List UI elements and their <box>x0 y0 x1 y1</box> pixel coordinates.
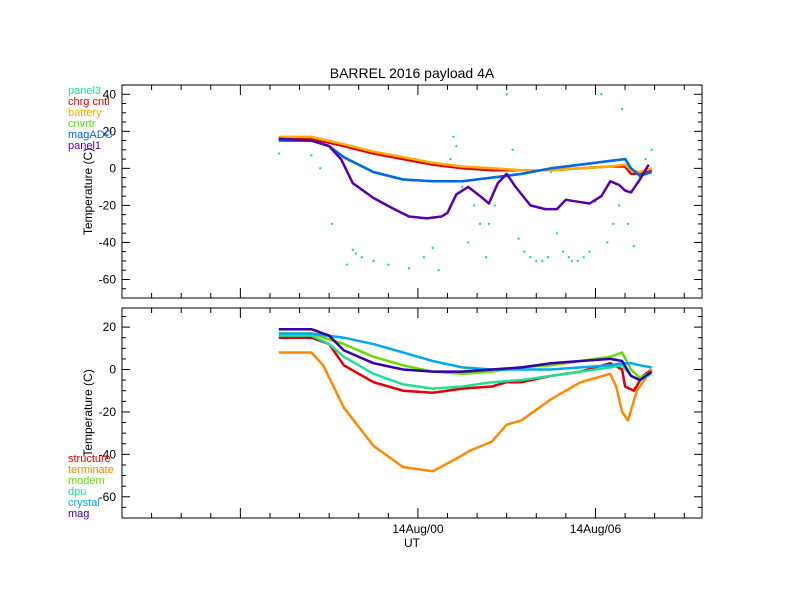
y-axis-label: Temperature (C) <box>81 148 95 235</box>
data-point <box>535 259 538 263</box>
y-tick-label: 0 <box>109 161 116 175</box>
data-point <box>487 222 491 226</box>
data-point <box>626 222 630 226</box>
data-point <box>449 157 452 161</box>
y-tick-label: -40 <box>99 235 117 249</box>
panel-2: -60 -40 -20 0 20 Temperature (C)structureterm… <box>68 307 703 520</box>
data-point <box>422 256 426 259</box>
data-point <box>617 204 621 207</box>
data-point <box>360 256 363 259</box>
series-dpu <box>278 334 653 390</box>
series-magadc <box>278 139 653 183</box>
series-cnvrtr <box>278 139 653 183</box>
data-point <box>310 154 313 157</box>
legend-entry: dpu <box>68 486 86 498</box>
series-line <box>278 334 653 390</box>
data-point <box>555 231 559 235</box>
data-point <box>437 269 440 272</box>
data-point <box>452 135 455 139</box>
data-point <box>461 185 464 189</box>
data-point <box>505 93 508 96</box>
data-point <box>523 250 526 253</box>
data-point <box>541 259 544 263</box>
data-point <box>561 250 565 253</box>
data-point <box>455 144 458 148</box>
x-tick-label: 14Aug/00 <box>392 522 444 536</box>
y-tick-label: -20 <box>99 405 117 419</box>
series-line <box>278 137 650 220</box>
series-terminate <box>278 351 653 473</box>
data-point <box>546 256 550 259</box>
plot-frame <box>121 307 703 519</box>
data-point <box>511 148 514 152</box>
data-point <box>354 252 357 255</box>
data-point <box>372 259 375 263</box>
series-panel1 <box>278 137 650 220</box>
legend-entry: mag <box>68 508 89 520</box>
y-tick-label: -20 <box>99 198 117 212</box>
y-tick-label: 20 <box>103 124 117 138</box>
chart-panels: -60 -40 -20 0 20 40 Temperature (C) panel3chrg … <box>68 84 703 536</box>
data-point <box>431 246 434 250</box>
data-point <box>549 170 553 174</box>
data-point <box>319 167 322 170</box>
legend-entry: magADC <box>68 129 113 141</box>
panel-1: -60 -40 -20 0 20 40 Temperature (C) panel3chrg … <box>68 84 703 299</box>
legend-entry: panel3 <box>68 85 101 97</box>
data-point <box>650 148 653 152</box>
series-line <box>278 351 653 473</box>
y-tick-label: -60 <box>99 272 117 286</box>
data-point <box>600 93 603 96</box>
x-axis-label: UT <box>404 536 421 550</box>
data-point <box>407 267 411 270</box>
data-point <box>620 107 624 111</box>
legend-entry: structure <box>68 453 111 465</box>
data-point <box>612 222 615 226</box>
data-point <box>606 241 609 244</box>
series-mag <box>278 327 653 382</box>
data-point <box>472 204 476 207</box>
data-point <box>529 256 532 259</box>
chart-title: BARREL 2016 payload 4A <box>330 65 495 81</box>
plot-frame <box>121 84 703 299</box>
series-line <box>278 135 653 174</box>
series-line <box>278 327 653 382</box>
data-point <box>478 222 482 226</box>
series-line <box>278 139 653 183</box>
y-tick-label: 40 <box>103 87 117 101</box>
data-point <box>330 222 334 226</box>
data-point <box>644 157 647 161</box>
legend-entry: modem <box>68 475 105 487</box>
data-point <box>345 263 349 266</box>
data-point <box>467 241 470 244</box>
y-tick-label: 20 <box>103 320 117 334</box>
legend-entry: terminate <box>68 464 114 476</box>
data-point <box>351 248 355 252</box>
y-tick-label: -60 <box>99 490 117 504</box>
data-point <box>570 259 573 263</box>
data-point <box>567 256 571 259</box>
y-axis-label: Temperature (C) <box>81 369 95 456</box>
legend-entry: crystal <box>68 497 100 509</box>
legend-entry: chrg cntl <box>68 96 110 108</box>
x-tick-label: 14Aug/06 <box>570 522 622 536</box>
data-point <box>493 204 497 207</box>
legend-entry: battery <box>68 107 102 119</box>
series-panel3 <box>277 93 653 272</box>
series-battery <box>278 135 653 174</box>
data-point <box>277 152 281 155</box>
data-point <box>632 244 636 248</box>
data-point <box>582 256 585 259</box>
data-point <box>576 259 579 263</box>
data-point <box>484 256 488 259</box>
legend-entry: cnvrtr <box>68 118 96 130</box>
legend-entry: panel1 <box>68 140 101 152</box>
data-point <box>517 237 520 240</box>
data-point <box>387 263 390 266</box>
series-line <box>278 139 653 183</box>
y-tick-label: -40 <box>99 447 117 461</box>
y-tick-label: 0 <box>109 363 116 377</box>
data-point <box>588 250 591 253</box>
